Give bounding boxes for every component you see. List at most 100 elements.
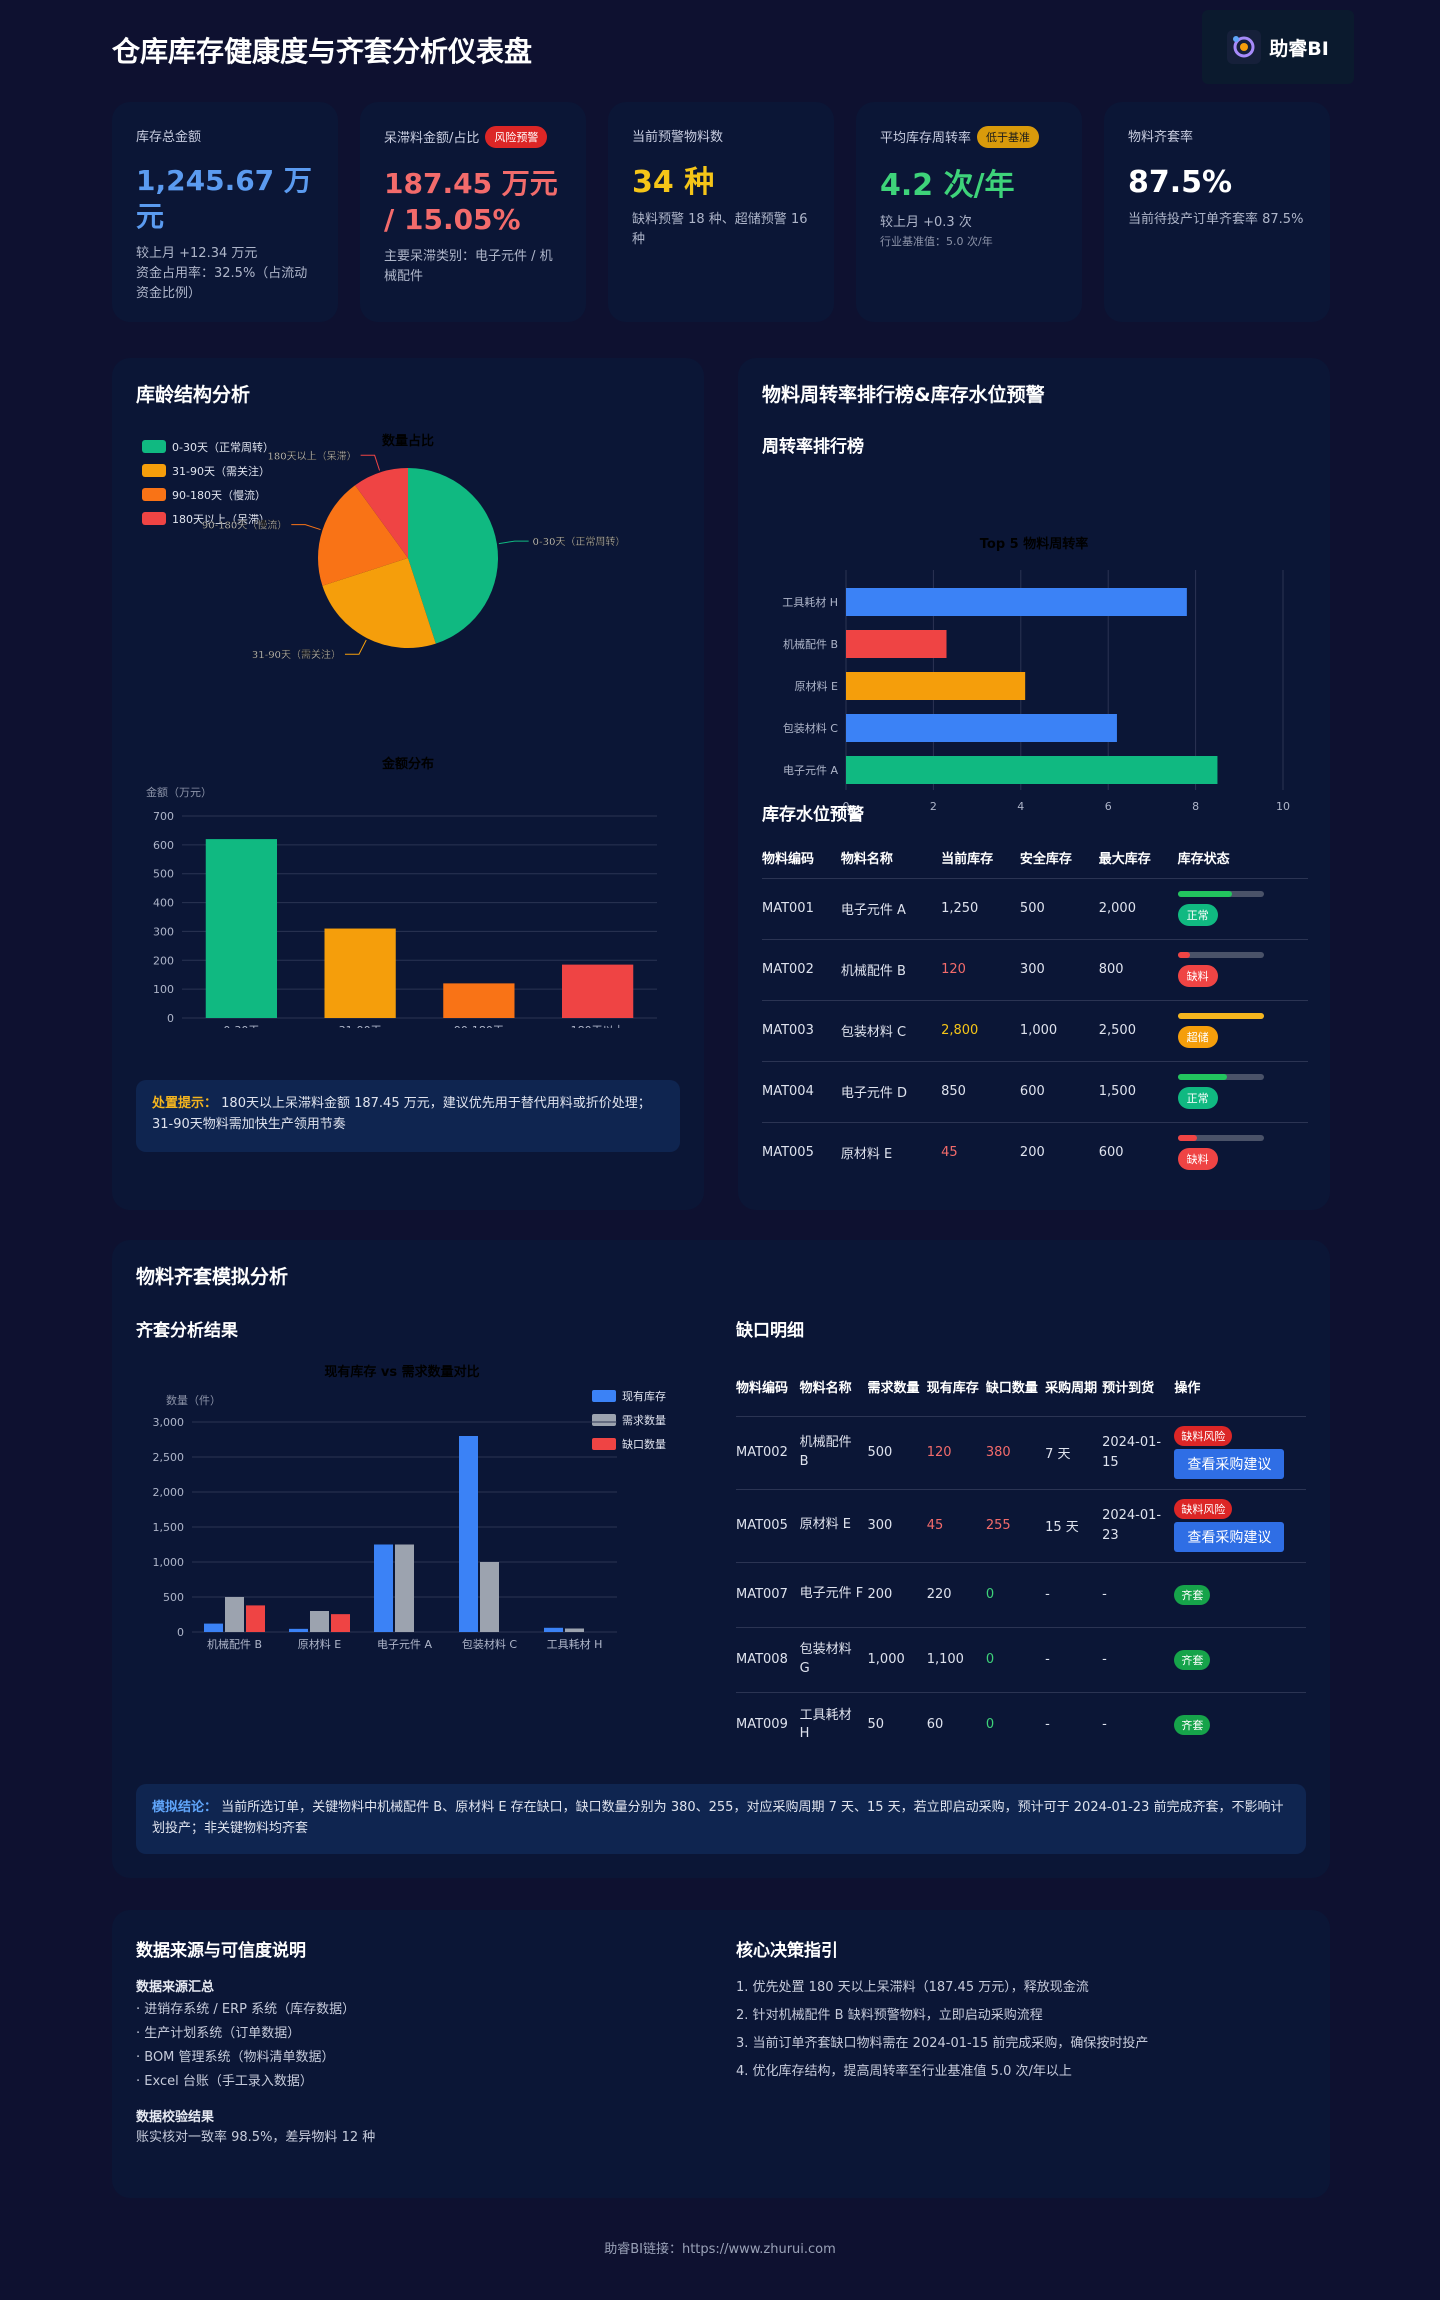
conclusion-label: 模拟结论： <box>152 1800 218 1815</box>
action-cell: 齐套 <box>1174 1561 1306 1627</box>
table-row[interactable]: MAT002 机械配件 B 120 300 800 缺料 <box>762 938 1308 1000</box>
turnover-panel: 物料周转率排行榜&库存水位预警 周转率排行榜 Top 5 物料周转率 0 2 4 6 8 1… <box>738 358 1330 1210</box>
material-code: MAT009 <box>736 1691 800 1757</box>
source-item: · Excel 台账（手工录入数据） <box>136 2074 313 2089</box>
kit-bar <box>204 1623 223 1632</box>
kit-bar <box>310 1611 329 1632</box>
gap-table-header: 预计到货 <box>1102 1381 1155 1396</box>
kpi-title: 库存总金额 <box>136 130 202 145</box>
y-tick-label: 0 <box>177 1626 184 1639</box>
y-tick-label: 100 <box>153 983 174 996</box>
y-tick-label: 2,500 <box>153 1451 185 1464</box>
stock-qty: 60 <box>926 1691 986 1757</box>
x-tick-label: 180天以上 <box>571 1024 625 1028</box>
status-badge: 缺料 <box>1177 1148 1218 1171</box>
stock-table-header: 物料编码 <box>762 852 815 868</box>
pie-slice-label: 180天以上（呆滞） <box>268 450 357 462</box>
table-row[interactable]: MAT004 电子元件 D 850 600 1,500 正常 <box>762 1060 1308 1122</box>
kit-bar <box>246 1605 265 1632</box>
source-item: · 进销存系统 / ERP 系统（库存数据） <box>136 2002 356 2017</box>
eta-date: - <box>1102 1691 1175 1757</box>
brand-box[interactable]: 助睿BI <box>1202 10 1354 84</box>
stock-level-bar <box>1177 1013 1264 1019</box>
pie-legend-swatch <box>142 512 166 525</box>
purchase-cycle: 7 天 <box>1045 1415 1103 1489</box>
x-tick-label: 90-180天 <box>454 1024 504 1028</box>
stock-level-fill <box>1177 1074 1227 1080</box>
table-row[interactable]: MAT005 原材料 E 300 45 255 15 天 2024-01-23 缺料风险 查看采… <box>736 1488 1306 1562</box>
table-row[interactable]: MAT005 原材料 E 45 200 600 缺料 <box>762 1121 1308 1183</box>
material-name: 原材料 E <box>799 1488 868 1562</box>
disposal-hint-label: 处置提示： <box>152 1096 218 1111</box>
decision-list: 1. 优先处置 180 天以上呆滞料（187.45 万元），释放现金流 2. 针对… <box>736 1974 1148 2086</box>
material-name: 电子元件 D <box>840 1060 942 1122</box>
gap-table-header: 现有库存 <box>926 1381 979 1396</box>
max-stock: 2,000 <box>1098 877 1178 939</box>
gap-qty: 255 <box>985 1488 1046 1562</box>
view-purchase-advice-button[interactable]: 查看采购建议 <box>1174 1449 1285 1479</box>
x-tick-label: 31-90天 <box>339 1024 382 1028</box>
age-section-title: 库龄结构分析 <box>136 384 251 406</box>
kpi-card: 物料齐套率 87.5% 当前待投产订单齐套率 87.5% <box>1104 102 1330 322</box>
kpi-badge: 风险预警 <box>485 126 548 148</box>
x-tick-label: 4 <box>1017 800 1024 813</box>
gap-table-header: 物料名称 <box>799 1381 852 1396</box>
x-tick-label: 包装材料 C <box>462 1637 517 1651</box>
brand-logo-icon <box>1227 30 1262 64</box>
eta-date: 2024-01-15 <box>1102 1415 1175 1489</box>
stock-level-fill <box>1177 1013 1264 1019</box>
x-tick-label: 0 <box>843 800 850 813</box>
kpi-card: 呆滞料金额/占比 风险预警 187.45 万元 / 15.05% 主要呆滞类别：电子元… <box>360 102 586 322</box>
kpi-card: 库存总金额 1,245.67 万元 较上月 +12.34 万元 资金占用率：32.5%… <box>112 102 338 322</box>
gap-table-header: 采购周期 <box>1045 1381 1098 1396</box>
kpi-title: 物料齐套率 <box>1128 130 1194 145</box>
table-row[interactable]: MAT001 电子元件 A 1,250 500 2,000 正常 <box>762 877 1308 939</box>
y-tick-label: 1,000 <box>153 1556 185 1569</box>
stock-level-bar <box>1177 952 1264 958</box>
safe-stock: 300 <box>1019 938 1099 1000</box>
max-stock: 800 <box>1098 938 1178 1000</box>
kit-bar <box>395 1544 414 1632</box>
kit-bar <box>480 1562 499 1632</box>
kit-bar <box>565 1628 584 1632</box>
stock-level-bar <box>1177 891 1264 897</box>
pie-legend-swatch <box>142 488 166 501</box>
stock-table-header: 当前库存 <box>941 852 994 868</box>
gap-detail-table: 物料编码 物料名称 需求数量 现有库存 缺口数量 采购周期 预计到货 操作 MAT002 机械配… <box>736 1362 1306 1757</box>
current-stock: 1,250 <box>941 877 1020 939</box>
stock-level-fill <box>1177 891 1232 897</box>
conclusion-text: 当前所选订单，关键物料中机械配件 B、原材料 E 存在缺口，缺口数量分别为 38… <box>152 1800 1284 1836</box>
y-tick-label: 700 <box>153 810 174 823</box>
y-tick-label: 3,000 <box>153 1416 185 1429</box>
safe-stock: 600 <box>1019 1060 1099 1122</box>
pie-slice <box>355 468 408 558</box>
turnover-rank-chart: Top 5 物料周转率 0 2 4 6 8 10 工具耗材 H 机械配件 B 原材料 E 包装材料 … <box>782 536 1290 813</box>
material-code: MAT007 <box>736 1561 800 1627</box>
material-code: MAT004 <box>762 1060 841 1122</box>
kpi-sub-secondary: 行业基准值：5.0 次/年 <box>880 235 993 249</box>
kit-legend-label: 缺口数量 <box>622 1437 666 1451</box>
age-pie-chart: 0-30天（正常周转）31-90天（需关注）90-180天（慢流）180天以上（… <box>142 433 626 661</box>
material-name: 电子元件 F <box>799 1561 868 1627</box>
table-row[interactable]: MAT002 机械配件 B 500 120 380 7 天 2024-01-15 缺料风险 查看… <box>736 1415 1306 1489</box>
view-purchase-advice-button[interactable]: 查看采购建议 <box>1174 1522 1285 1552</box>
eta-date: - <box>1102 1626 1175 1692</box>
kit-bar <box>289 1628 308 1632</box>
table-row[interactable]: MAT008 包装材料 G 1,000 1,100 0- - 齐套 <box>736 1626 1306 1692</box>
brand-name: 助睿BI <box>1269 37 1329 60</box>
kit-bar <box>459 1436 478 1632</box>
y-tick-label: 200 <box>153 954 174 967</box>
decision-item: 4. 优化库存结构，提高周转率至行业基准值 5.0 次/年以上 <box>736 2064 1072 2079</box>
x-tick-label: 10 <box>1276 800 1290 813</box>
table-row[interactable]: MAT007 电子元件 F 200 220 0- - 齐套 <box>736 1561 1306 1627</box>
table-row[interactable]: MAT009 工具耗材 H 50 60 0- - 齐套 <box>736 1691 1306 1757</box>
table-row[interactable]: MAT003 包装材料 C 2,800 1,000 2,500 超储 <box>762 999 1308 1061</box>
material-code: MAT002 <box>762 938 841 1000</box>
material-code: MAT003 <box>762 999 841 1061</box>
kit-bar <box>225 1597 244 1632</box>
footer-link[interactable]: 助睿BI链接：https://www.zhurui.com <box>604 2242 836 2257</box>
stock-qty: 45 <box>926 1488 986 1562</box>
stock-level-bar <box>1177 1074 1264 1080</box>
action-cell: 缺料风险 查看采购建议 <box>1174 1488 1306 1562</box>
